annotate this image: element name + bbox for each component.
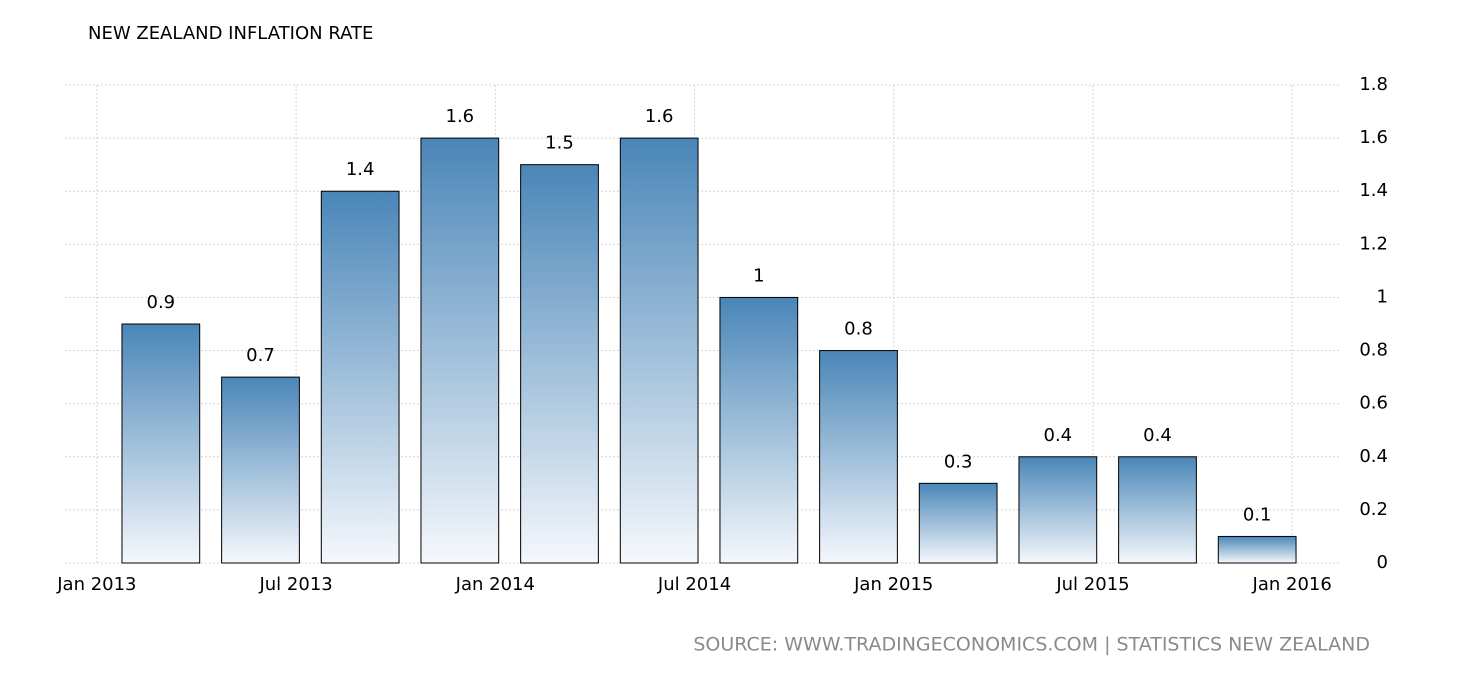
x-tick-label: Jan 2016	[1252, 574, 1332, 595]
x-tick-label: Jul 2014	[657, 574, 731, 595]
y-tick-label: 1.4	[1359, 180, 1388, 201]
y-tick-label: 0.4	[1359, 446, 1388, 467]
value-label: 0.9	[147, 292, 176, 313]
bar	[1217, 535, 1297, 564]
bar	[520, 164, 599, 564]
value-label: 1.4	[346, 159, 375, 180]
bar	[918, 482, 998, 564]
y-tick-label: 0.8	[1359, 340, 1388, 361]
y-tick-label: 1.8	[1359, 74, 1388, 95]
value-label: 1.6	[446, 106, 475, 127]
bar	[719, 296, 799, 564]
bar	[819, 350, 898, 564]
y-tick-label: 1.6	[1359, 127, 1388, 148]
x-tick-label: Jan 2013	[56, 574, 136, 595]
bar	[1018, 456, 1098, 564]
value-label: 0.8	[844, 319, 873, 340]
value-label: 0.3	[944, 451, 973, 472]
value-label: 0.4	[1044, 425, 1073, 446]
source: SOURCE: WWW.TRADINGECONOMICS.COM | STATI…	[693, 634, 1370, 656]
value-label: 0.1	[1243, 504, 1272, 525]
x-tick-label: Jul 2013	[258, 574, 332, 595]
bar	[619, 137, 699, 564]
y-tick-label: 1	[1377, 286, 1388, 307]
y-tick-label: 0.2	[1359, 499, 1388, 520]
chart-title: NEW ZEALAND INFLATION RATE	[88, 23, 373, 44]
bar	[121, 323, 201, 564]
y-tick-label: 1.2	[1359, 233, 1388, 254]
y-tick-label: 0	[1377, 552, 1388, 573]
bar	[221, 376, 300, 564]
value-label: 0.7	[246, 345, 275, 366]
value-label: 1.6	[645, 106, 674, 127]
x-tick-label: Jul 2015	[1055, 574, 1129, 595]
x-tick-label: Jan 2014	[455, 574, 535, 595]
x-tick-label: Jan 2015	[853, 574, 933, 595]
y-tick-label: 0.6	[1359, 393, 1388, 414]
bar	[320, 190, 400, 564]
value-label: 1	[753, 265, 764, 286]
bar	[420, 137, 500, 564]
value-label: 1.5	[545, 133, 574, 154]
bar	[1118, 456, 1197, 564]
value-label: 0.4	[1143, 425, 1172, 446]
